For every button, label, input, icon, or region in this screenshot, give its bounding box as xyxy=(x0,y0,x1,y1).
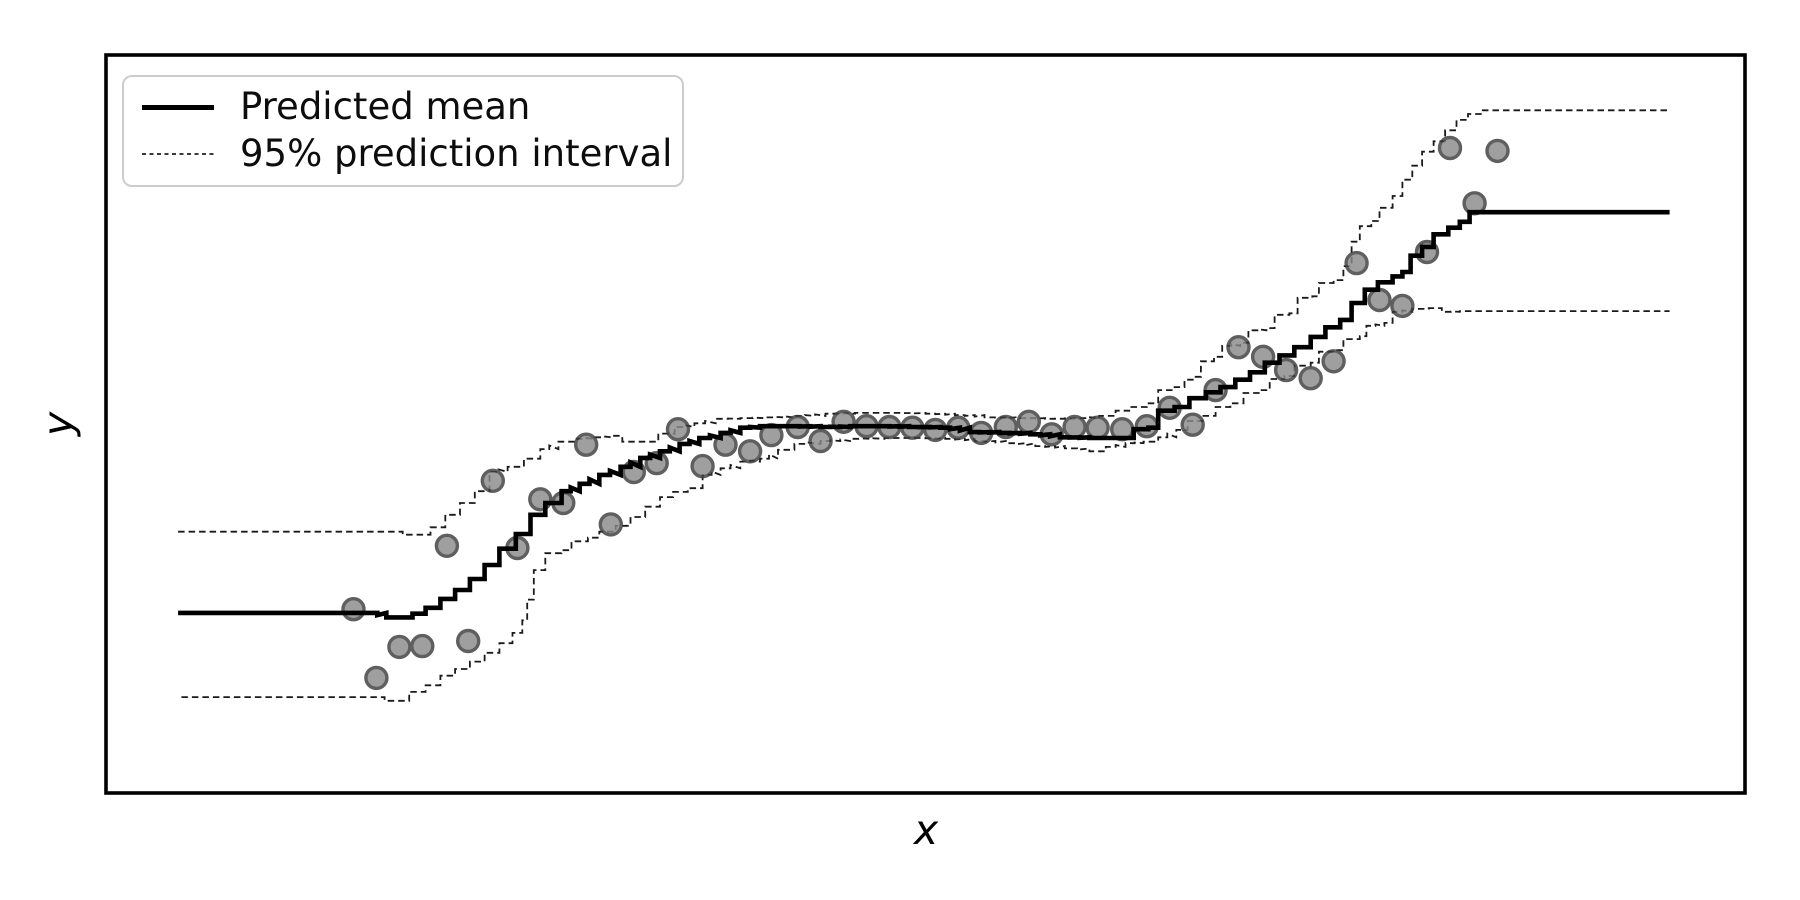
dashed-line-sample-icon xyxy=(142,153,214,156)
scatter-point xyxy=(1437,135,1463,161)
scatter-point xyxy=(574,432,599,457)
scatter-point xyxy=(341,597,366,622)
scatter-point xyxy=(598,512,623,537)
scatter-point xyxy=(808,428,833,454)
x-axis-label: x xyxy=(913,806,939,854)
scatter-point xyxy=(528,487,553,512)
scatter-point xyxy=(410,633,435,659)
scatter-point xyxy=(1062,414,1087,440)
scatter-point xyxy=(387,634,412,660)
scatter-point xyxy=(737,439,763,464)
predicted-mean-line xyxy=(178,209,1670,620)
scatter-point xyxy=(1321,349,1346,374)
scatter-point xyxy=(456,628,481,654)
scatter-point xyxy=(665,417,691,442)
plot-border xyxy=(104,53,1747,795)
legend-label: 95% prediction interval xyxy=(240,132,673,176)
upper-prediction-interval-line xyxy=(178,109,1670,536)
legend-entry-predicted-mean: Predicted mean xyxy=(142,87,664,128)
scatter-point xyxy=(1298,366,1323,391)
legend-entry-prediction-interval: 95% prediction interval xyxy=(142,133,672,175)
legend-box: Predicted mean 95% prediction interval xyxy=(122,75,684,187)
scatter-point xyxy=(1016,409,1042,434)
scatter-point xyxy=(434,533,460,558)
scatter-point xyxy=(690,453,715,479)
scatter-point xyxy=(1485,138,1510,164)
solid-line-sample-icon xyxy=(142,105,214,111)
scatter-point xyxy=(480,468,505,493)
scatter-point xyxy=(1344,250,1369,276)
scatter-point xyxy=(1180,412,1205,437)
scatter-point xyxy=(1226,335,1251,360)
scatter-point xyxy=(364,665,389,691)
lower-prediction-interval-line xyxy=(181,307,1670,702)
scatter-point xyxy=(1390,293,1415,319)
scatter-point xyxy=(1367,287,1392,313)
legend-label: Predicted mean xyxy=(240,85,531,129)
y-axis-label: y xyxy=(34,411,82,437)
